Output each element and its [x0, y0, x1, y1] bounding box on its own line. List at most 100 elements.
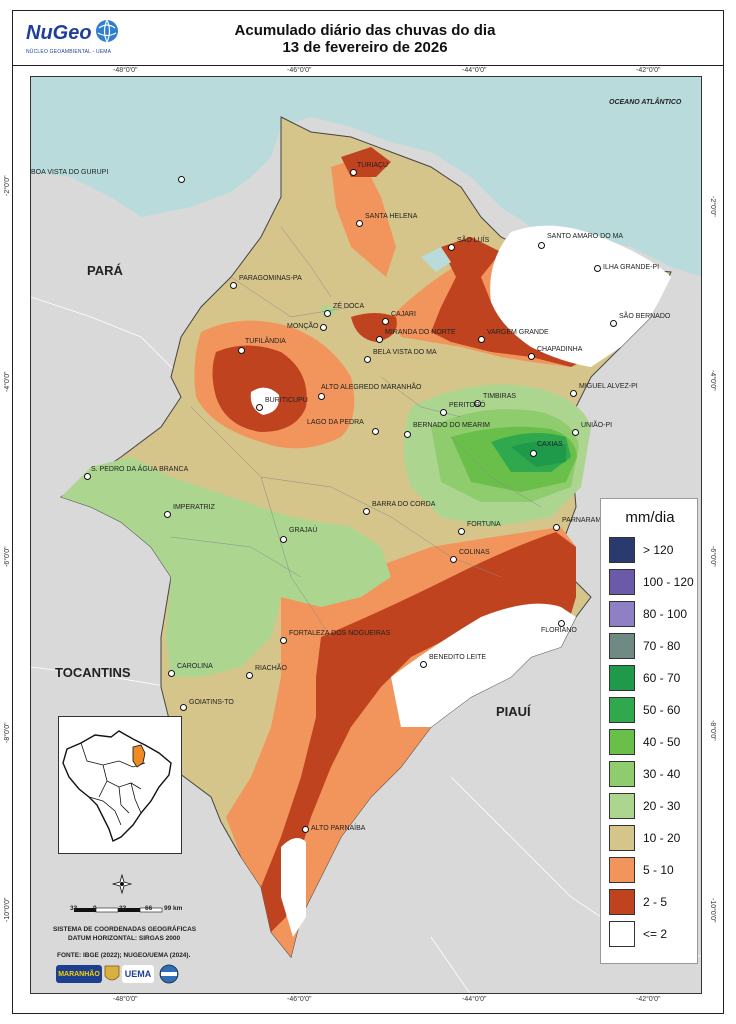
piaui-label: PIAUÍ	[496, 704, 531, 719]
city-marker	[538, 242, 545, 249]
city-marker	[372, 428, 379, 435]
legend-swatch	[609, 729, 635, 755]
city-marker	[256, 404, 263, 411]
city-marker	[164, 511, 171, 518]
legend-item: 80 - 100	[609, 601, 697, 627]
city-marker	[450, 556, 457, 563]
bay-shape	[421, 247, 451, 272]
city-marker	[404, 431, 411, 438]
coord-top-1: -48°0'0"	[113, 67, 138, 74]
legend-item: 2 - 5	[609, 889, 697, 915]
city-label: SANTA HELENA	[365, 213, 418, 220]
nugeo-logo: NuGeo NÚCLEO GEOAMBIENTAL - UEMA	[26, 18, 136, 60]
legend-label: 60 - 70	[643, 671, 681, 685]
city-marker	[558, 620, 565, 627]
legend-item: 40 - 50	[609, 729, 697, 755]
coord-right-1: -2°0'0"	[709, 196, 716, 217]
city-marker	[420, 661, 427, 668]
coord-top-4: -42°0'0"	[636, 67, 661, 74]
legend-item: <= 2	[609, 921, 697, 947]
city-label: FORTALEZA DOS NOGUEIRAS	[289, 630, 391, 637]
legend-swatch	[609, 793, 635, 819]
coord-left-3: -6°0'0"	[4, 546, 11, 567]
city-marker	[230, 282, 237, 289]
city-marker	[350, 169, 357, 176]
city-label: BOA VISTA DO GURUPI	[31, 169, 109, 176]
legend: mm/dia > 120 100 - 120 80 - 100 70 - 80 60 -…	[600, 498, 698, 964]
legend-item: 5 - 10	[609, 857, 697, 883]
city-label: VARGEM GRANDE	[487, 329, 549, 336]
legend-label: 5 - 10	[643, 863, 674, 877]
city-label: TUFILÂNDIA	[245, 338, 286, 345]
legend-swatch	[609, 569, 635, 595]
city-label: IMPERATRIZ	[173, 504, 215, 511]
city-marker	[318, 393, 325, 400]
logo-subtitle: NÚCLEO GEOAMBIENTAL - UEMA	[26, 49, 112, 55]
city-label: TURIAÇU	[357, 162, 389, 169]
legend-swatch	[609, 601, 635, 627]
city-marker	[382, 318, 389, 325]
coord-bottom-2: -46°0'0"	[287, 996, 312, 1003]
scale-tick-2: 0	[93, 905, 97, 912]
city-marker	[180, 704, 187, 711]
legend-swatch	[609, 921, 635, 947]
city-label: GRAJAÚ	[289, 527, 318, 534]
rain-2-5-south	[261, 532, 576, 932]
legend-label: 10 - 20	[643, 831, 681, 845]
city-marker	[528, 353, 535, 360]
city-label: ZÉ DOCA	[333, 303, 365, 310]
city-marker	[530, 450, 537, 457]
legend-label: 30 - 40	[643, 767, 681, 781]
city-label: CAJARI	[391, 311, 416, 318]
scale-tick-4: 66	[145, 905, 153, 912]
coord-bottom-1: -48°0'0"	[113, 996, 138, 1003]
legend-item: 30 - 40	[609, 761, 697, 787]
scale-tick-5: 99 km	[164, 905, 183, 912]
source-text: FONTE: IBGE (2022); NUGEO/UEMA (2024).	[57, 952, 191, 959]
maranhao-highlight	[132, 744, 146, 768]
city-marker	[320, 324, 327, 331]
legend-item: 50 - 60	[609, 697, 697, 723]
city-marker	[178, 176, 185, 183]
city-label: ALTO ALEGREDO MARANHÃO	[321, 384, 422, 391]
rain-2-5-north	[431, 237, 591, 367]
city-label: BENEDITO LEITE	[429, 654, 487, 661]
city-label: COLINAS	[459, 549, 490, 556]
legend-swatch	[609, 633, 635, 659]
legend-swatch	[609, 665, 635, 691]
city-label: CAXIAS	[537, 441, 563, 448]
rain-20-30-west	[61, 457, 391, 677]
city-marker	[572, 429, 579, 436]
legend-swatch	[609, 857, 635, 883]
city-label: SÃO LUÍS	[457, 237, 490, 244]
city-label: MONÇÃO	[287, 323, 319, 330]
city-label: UNIÃO-PI	[581, 422, 613, 429]
rain-5-10-coast	[331, 157, 396, 277]
coord-bottom-4: -42°0'0"	[636, 996, 661, 1003]
page-title: Acumulado diário das chuvas do dia 13 de…	[150, 22, 580, 56]
inset-brazil-map	[58, 716, 182, 854]
city-marker	[594, 265, 601, 272]
compass-icon	[112, 874, 132, 894]
coord-top-3: -44°0'0"	[462, 67, 487, 74]
city-marker	[376, 336, 383, 343]
coord-left-5: -10°0'0"	[4, 897, 11, 922]
city-marker	[302, 826, 309, 833]
title-line-2: 13 de fevereiro de 2026	[282, 39, 448, 56]
city-marker	[363, 508, 370, 515]
city-marker	[474, 400, 481, 407]
inset-svg	[62, 730, 172, 842]
uema-logo: UEMA	[122, 965, 154, 983]
city-marker	[610, 320, 617, 327]
city-marker	[280, 637, 287, 644]
state-borders	[31, 296, 701, 993]
city-marker	[280, 536, 287, 543]
city-label: BURITICUPU	[265, 397, 308, 404]
coord-right-4: -8°0'0"	[709, 720, 716, 741]
tocantins-label: TOCANTINS	[55, 665, 131, 680]
legend-item: 10 - 20	[609, 825, 697, 851]
city-label: SÃO BERNADO	[619, 313, 671, 320]
city-label: MIGUEL ALVEZ-PI	[579, 383, 638, 390]
city-marker	[168, 670, 175, 677]
datum-text: DATUM HORIZONTAL: SIRGAS 2000	[68, 935, 181, 942]
